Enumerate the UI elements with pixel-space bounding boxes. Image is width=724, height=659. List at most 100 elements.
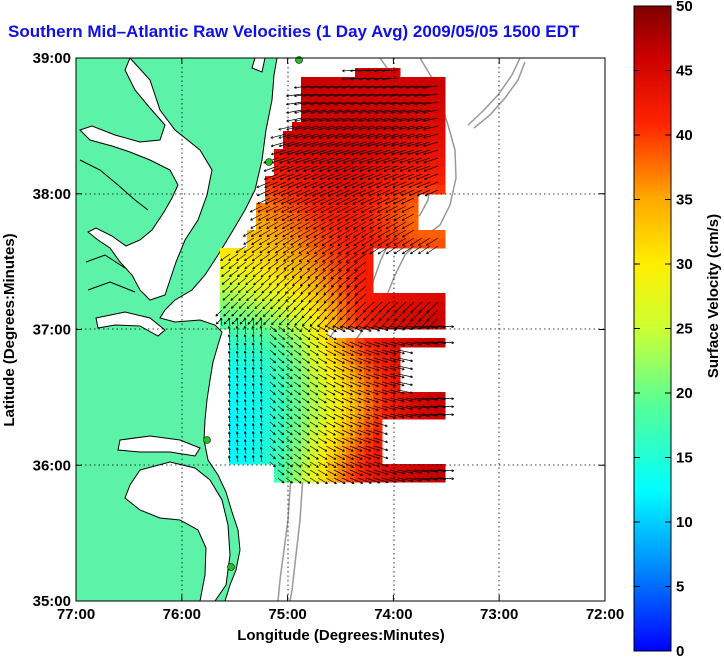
velocity-arrow xyxy=(285,477,293,484)
velocity-arrow xyxy=(359,181,375,189)
velocity-cell xyxy=(355,473,365,483)
velocity-arrow xyxy=(220,261,231,269)
velocity-cell xyxy=(310,302,320,312)
velocity-cell xyxy=(346,104,356,114)
velocity-arrow xyxy=(295,181,311,189)
velocity-cell xyxy=(346,392,356,402)
velocity-cell xyxy=(274,275,284,285)
velocity-cell xyxy=(319,284,329,294)
velocity-cell xyxy=(301,221,311,231)
velocity-cell xyxy=(319,158,329,168)
velocity-arrow xyxy=(269,333,277,340)
velocity-arrow xyxy=(357,365,371,372)
velocity-arrow xyxy=(293,429,302,436)
velocity-arrow xyxy=(341,357,354,364)
velocity-cell xyxy=(364,257,374,267)
velocity-cell xyxy=(301,347,311,357)
velocity-arrow xyxy=(382,93,399,98)
velocity-cell xyxy=(238,338,248,348)
velocity-arrow xyxy=(310,133,327,139)
velocity-arrow xyxy=(253,285,263,294)
graticule xyxy=(76,58,605,601)
velocity-arrow xyxy=(227,334,231,343)
colorbar-tick-label: 40 xyxy=(676,127,693,144)
velocity-cell xyxy=(328,104,338,114)
velocity-arrow xyxy=(299,277,311,287)
velocity-cell xyxy=(292,275,302,285)
velocity-arrow xyxy=(292,277,303,287)
velocity-cell xyxy=(292,257,302,267)
velocity-arrow xyxy=(301,421,310,428)
velocity-cell xyxy=(355,446,365,456)
velocity-arrow xyxy=(299,269,311,279)
velocity-arrow xyxy=(349,469,364,476)
velocity-cell xyxy=(229,428,239,438)
velocity-cell xyxy=(319,374,329,384)
velocity-arrow xyxy=(342,109,359,114)
velocity-arrow xyxy=(405,397,422,402)
velocity-arrow xyxy=(277,381,285,388)
velocity-cell xyxy=(301,383,311,393)
velocity-cell xyxy=(247,230,257,240)
velocity-cell xyxy=(346,419,356,429)
velocity-arrow xyxy=(291,253,303,262)
velocity-cell xyxy=(373,68,383,78)
velocity-arrow xyxy=(285,373,293,380)
velocity-cell xyxy=(328,392,338,402)
velocity-cell xyxy=(418,302,428,312)
velocity-cell xyxy=(436,131,446,141)
colorbar-tick-label: 45 xyxy=(676,63,693,80)
velocity-arrow xyxy=(256,189,271,197)
velocity-arrow xyxy=(349,365,363,372)
velocity-cell xyxy=(238,419,248,429)
velocity-cell xyxy=(346,113,356,123)
velocity-arrow xyxy=(325,445,337,452)
velocity-arrow xyxy=(269,381,276,388)
velocity-arrow xyxy=(415,141,431,147)
velocity-cell xyxy=(337,203,347,213)
velocity-cell xyxy=(355,356,365,366)
velocity-cell xyxy=(310,95,320,105)
velocity-arrow xyxy=(257,197,271,205)
velocity-cell xyxy=(337,311,347,321)
velocity-arrow xyxy=(274,237,287,246)
velocity-cell xyxy=(346,158,356,168)
velocity-arrow xyxy=(369,229,383,238)
velocity-cell xyxy=(328,446,338,456)
velocity-arrow xyxy=(295,173,311,181)
velocity-arrow xyxy=(278,133,295,139)
velocity-arrow xyxy=(319,181,335,189)
velocity-arrow xyxy=(259,446,263,455)
rappahannock-river xyxy=(85,254,126,269)
velocity-arrow xyxy=(229,285,239,293)
velocity-cell xyxy=(256,311,266,321)
velocity-cell xyxy=(346,455,356,465)
velocity-cell xyxy=(436,122,446,132)
x-axis-title: Longitude (Degrees:Minutes) xyxy=(237,627,445,644)
velocity-cell xyxy=(364,77,374,87)
velocity-cell xyxy=(319,419,329,429)
velocity-arrow xyxy=(259,366,263,375)
velocity-cell xyxy=(337,221,347,231)
velocity-arrow xyxy=(243,317,247,327)
velocity-cell xyxy=(292,131,302,141)
velocity-cell xyxy=(418,230,428,240)
velocity-cell xyxy=(364,113,374,123)
velocity-arrow xyxy=(413,413,430,418)
velocity-cell xyxy=(382,320,392,330)
velocity-cell xyxy=(301,113,311,123)
velocity-arrow xyxy=(341,437,354,444)
velocity-cell xyxy=(391,239,401,249)
velocity-cell xyxy=(409,122,419,132)
velocity-arrow xyxy=(341,389,353,396)
velocity-cell xyxy=(391,383,401,393)
velocity-cell xyxy=(355,428,365,438)
velocity-arrow xyxy=(413,477,430,482)
velocity-arrow xyxy=(317,365,328,372)
velocity-arrow xyxy=(293,389,302,396)
velocity-arrow xyxy=(374,77,391,81)
velocity-arrow xyxy=(333,341,346,348)
velocity-arrow xyxy=(365,349,380,356)
velocity-cell xyxy=(373,95,383,105)
velocity-cell xyxy=(391,113,401,123)
